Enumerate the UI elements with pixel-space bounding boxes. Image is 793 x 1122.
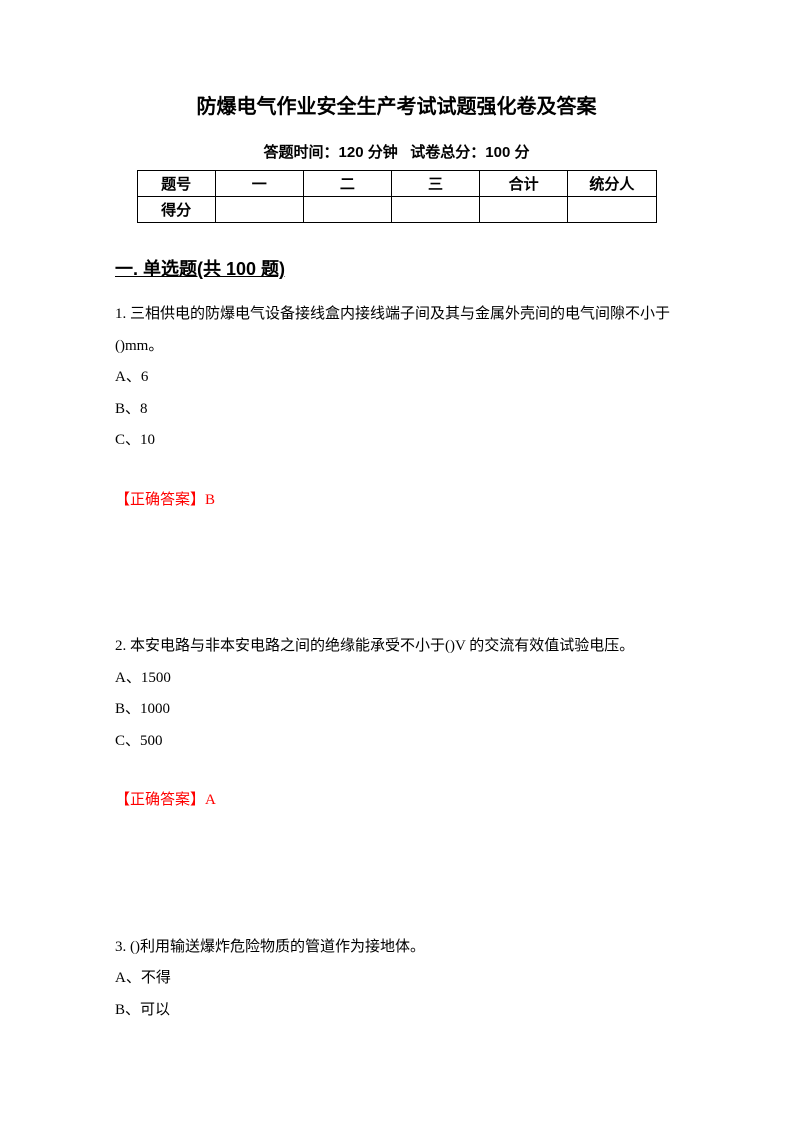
exam-title: 防爆电气作业安全生产考试试题强化卷及答案 [115,90,678,119]
score-value: 100 分 [485,144,529,161]
question-1: 1. 三相供电的防爆电气设备接线盒内接线端子间及其与金属外壳间的电气间隙不小于(… [115,299,678,516]
question-2: 2. 本安电路与非本安电路之间的绝缘能承受不小于()V 的交流有效值试验电压。 … [115,631,678,817]
option-a: A、6 [115,362,678,394]
total-cell: 合计 [480,171,568,197]
question-text: 1. 三相供电的防爆电气设备接线盒内接线端子间及其与金属外壳间的电气间隙不小于(… [115,299,678,362]
option-b: B、可以 [115,995,678,1027]
correct-answer: 【正确答案】A [115,785,678,817]
spacer [115,817,678,932]
section-heading: 一. 单选题(共 100 题) [115,255,678,281]
question-text: 2. 本安电路与非本安电路之间的绝缘能承受不小于()V 的交流有效值试验电压。 [115,631,678,663]
col3-cell: 三 [391,171,479,197]
spacer [115,516,678,631]
option-a: A、1500 [115,663,678,695]
exam-subtitle: 答题时间：120 分钟 试卷总分：100 分 [115,141,678,162]
header-label-cell: 题号 [137,171,215,197]
question-3: 3. ()利用输送爆炸危险物质的管道作为接地体。 A、不得 B、可以 [115,932,678,1027]
empty-cell [568,197,656,223]
empty-cell [303,197,391,223]
option-b: B、8 [115,394,678,426]
option-a: A、不得 [115,963,678,995]
table-row: 题号 一 二 三 合计 统分人 [137,171,656,197]
score-label-cell: 得分 [137,197,215,223]
option-c: C、10 [115,425,678,457]
table-row: 得分 [137,197,656,223]
correct-answer: 【正确答案】B [115,485,678,517]
option-b: B、1000 [115,694,678,726]
empty-cell [480,197,568,223]
option-c: C、500 [115,726,678,758]
empty-cell [391,197,479,223]
scorer-cell: 统分人 [568,171,656,197]
col1-cell: 一 [215,171,303,197]
col2-cell: 二 [303,171,391,197]
time-value: 120 分钟 [339,144,398,161]
empty-cell [215,197,303,223]
question-text: 3. ()利用输送爆炸危险物质的管道作为接地体。 [115,932,678,964]
score-label: 试卷总分： [410,144,485,161]
time-label: 答题时间： [264,144,339,161]
score-table: 题号 一 二 三 合计 统分人 得分 [137,170,657,223]
